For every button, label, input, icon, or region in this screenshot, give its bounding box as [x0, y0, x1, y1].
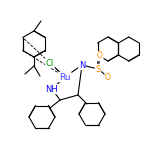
Text: Ru: Ru — [59, 73, 71, 81]
Text: Cl: Cl — [46, 59, 54, 67]
Text: O: O — [97, 52, 103, 60]
Text: O: O — [105, 73, 111, 81]
Text: NH: NH — [46, 85, 58, 93]
Text: N: N — [79, 60, 85, 69]
Text: S: S — [95, 64, 101, 74]
